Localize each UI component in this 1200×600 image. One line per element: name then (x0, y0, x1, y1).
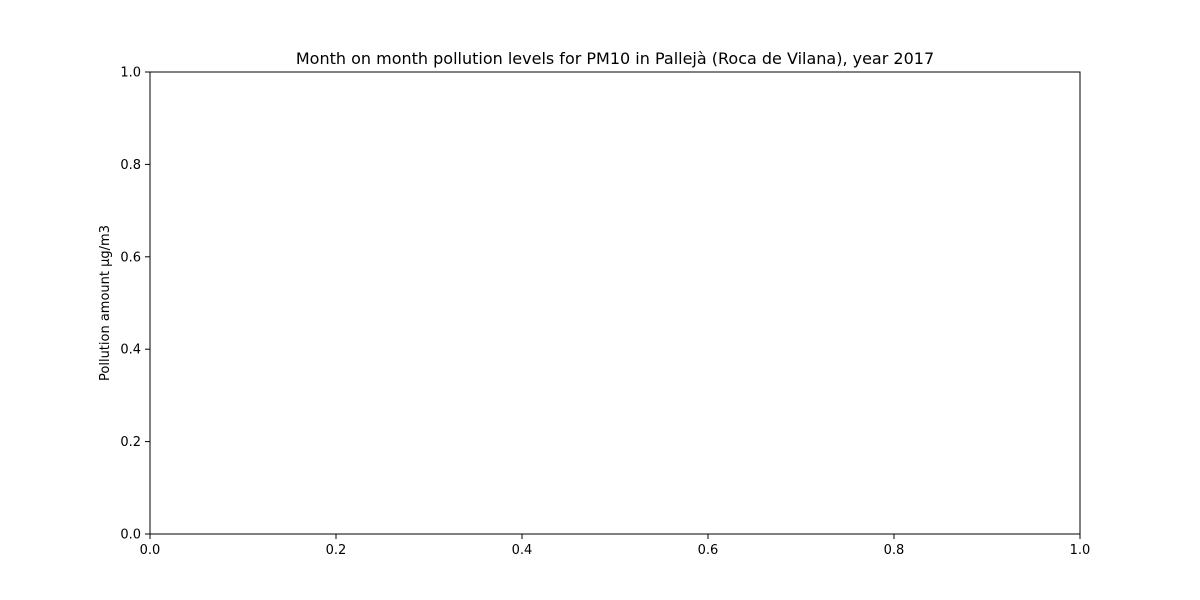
chart-title: Month on month pollution levels for PM10… (296, 49, 934, 68)
x-tick-label: 1.0 (1070, 543, 1091, 558)
y-tick-label: 0.6 (120, 250, 141, 265)
x-tick-label: 0.0 (140, 543, 161, 558)
y-axis: 0.0 0.2 0.4 0.6 0.8 1.0 (120, 66, 150, 543)
x-tick-label: 0.4 (512, 543, 533, 558)
x-tick-label: 0.8 (884, 543, 905, 558)
y-tick-label: 0.4 (120, 343, 141, 358)
plot-area-frame (149, 71, 1081, 535)
y-tick-label: 0.2 (120, 435, 141, 450)
x-tick-label: 0.6 (698, 543, 719, 558)
y-tick-label: 0.8 (120, 158, 141, 173)
x-axis: 0.0 0.2 0.4 0.6 0.8 1.0 (140, 534, 1091, 558)
y-tick-label: 1.0 (120, 66, 141, 81)
y-tick-label: 0.0 (120, 528, 141, 543)
x-tick-label: 0.2 (326, 543, 347, 558)
y-axis-label: Pollution amount µg/m3 (98, 225, 113, 381)
